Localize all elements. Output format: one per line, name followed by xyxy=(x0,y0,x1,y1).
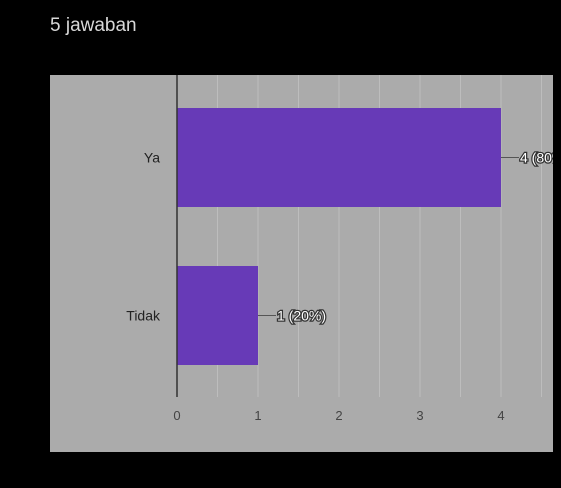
data-label: 4 (80%) xyxy=(520,150,553,166)
category-label: Ya xyxy=(144,150,160,166)
category-label: Tidak xyxy=(126,308,161,324)
x-tick-label: 1 xyxy=(254,408,261,423)
x-tick-label: 3 xyxy=(416,408,423,423)
data-label: 1 (20%) xyxy=(277,308,326,324)
bar-ya xyxy=(177,108,501,207)
bar-chart-svg: Ya 4 (80%) Tidak 1 (20%) 0 1 2 3 4 xyxy=(126,75,561,423)
x-tick-label: 4 xyxy=(497,408,504,423)
response-count: 5 jawaban xyxy=(50,15,137,36)
x-tick-label: 2 xyxy=(335,408,342,423)
bar-chart: Ya 4 (80%) Tidak 1 (20%) 0 1 2 3 4 xyxy=(50,75,561,452)
bar-tidak xyxy=(177,266,258,365)
x-tick-label: 0 xyxy=(173,408,180,423)
